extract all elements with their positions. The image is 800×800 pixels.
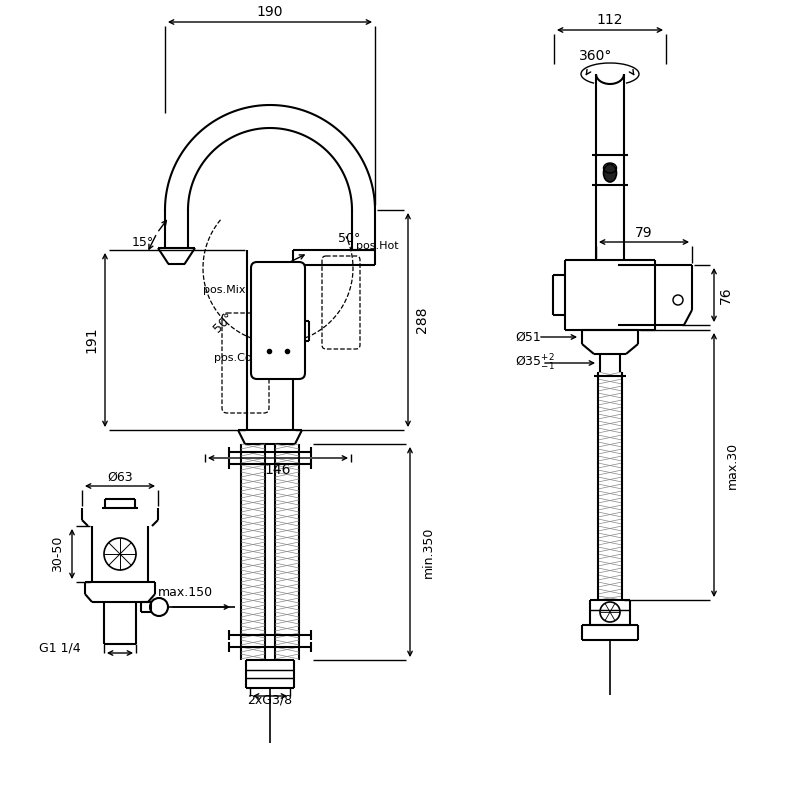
Text: pos.Hot: pos.Hot <box>356 241 398 251</box>
Text: Ø35$^{+2}_{-1}$: Ø35$^{+2}_{-1}$ <box>515 353 555 373</box>
Text: 112: 112 <box>597 13 623 27</box>
Text: 2xG3/8: 2xG3/8 <box>247 694 293 706</box>
Text: 76: 76 <box>719 286 733 304</box>
Text: 191: 191 <box>84 326 98 354</box>
Text: min.350: min.350 <box>422 526 434 578</box>
Text: 79: 79 <box>635 226 653 240</box>
Text: 30-50: 30-50 <box>51 536 65 572</box>
Text: 288: 288 <box>415 306 429 334</box>
Text: max.150: max.150 <box>158 586 213 599</box>
Text: 50°: 50° <box>210 310 235 335</box>
Text: 50°: 50° <box>338 231 360 245</box>
Text: pos.Mix: pos.Mix <box>203 285 246 295</box>
Text: G1 1/4: G1 1/4 <box>39 642 81 654</box>
Text: 30°: 30° <box>268 279 293 293</box>
Text: Ø51: Ø51 <box>515 330 541 343</box>
Text: 15°: 15° <box>132 237 154 250</box>
Text: 360°: 360° <box>579 49 613 63</box>
Text: 190: 190 <box>257 5 283 19</box>
Text: Ø63: Ø63 <box>107 470 133 483</box>
Text: pos.Cold: pos.Cold <box>214 353 262 363</box>
Ellipse shape <box>603 164 617 182</box>
Text: max.30: max.30 <box>726 442 738 489</box>
Text: 146: 146 <box>265 463 291 477</box>
FancyBboxPatch shape <box>251 262 305 379</box>
